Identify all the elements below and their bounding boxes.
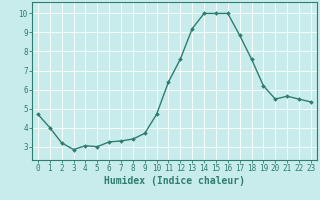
X-axis label: Humidex (Indice chaleur): Humidex (Indice chaleur) <box>104 176 245 186</box>
